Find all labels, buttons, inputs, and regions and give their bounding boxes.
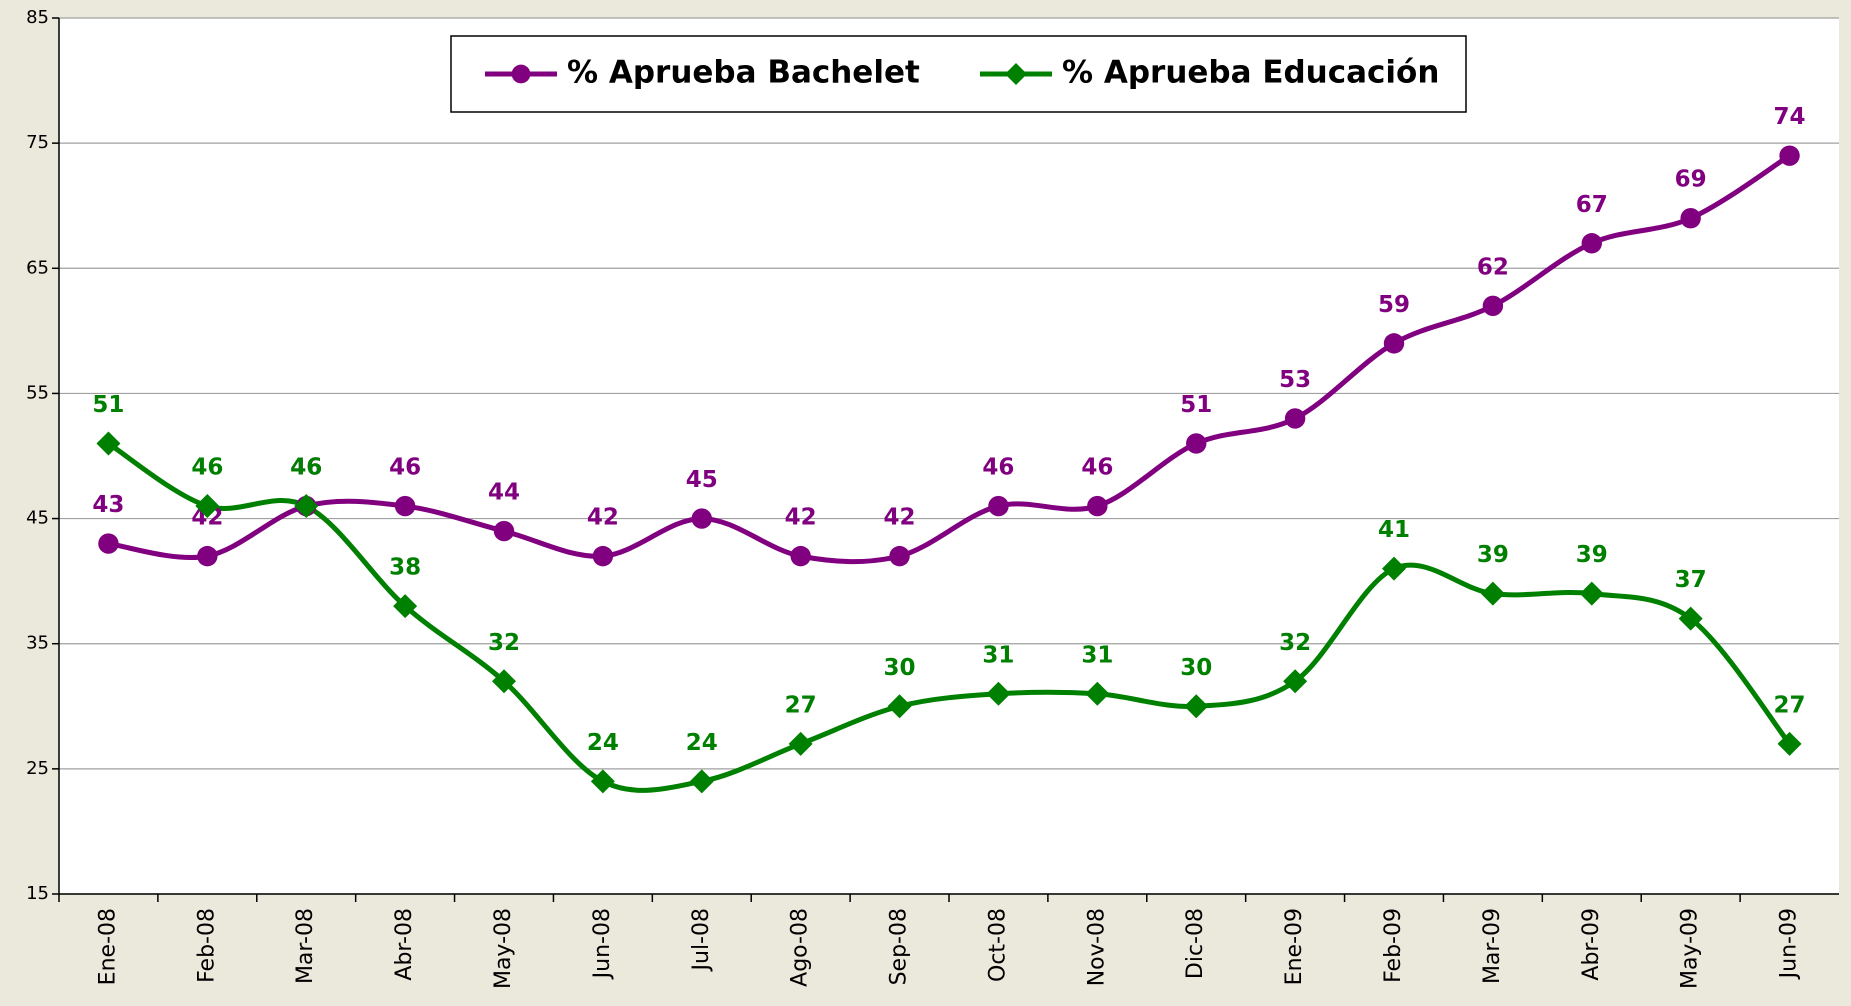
point [790,546,810,566]
data-label: 38 [389,555,421,581]
data-label: 27 [785,692,817,718]
data-label: 43 [92,492,124,518]
y-tick-label: 25 [26,758,49,779]
point [889,546,909,566]
data-label: 46 [290,455,322,481]
data-label: 74 [1774,104,1806,130]
point [98,533,118,553]
x-tick-label: May-08 [491,908,516,989]
point [988,496,1008,516]
x-tick-label: Abr-09 [1579,908,1604,981]
y-tick-label: 45 [26,508,49,529]
x-tick-label: Ene-09 [1282,908,1307,985]
data-label: 46 [982,455,1014,481]
data-label: 44 [488,480,520,506]
x-tick-label: Ago-08 [788,908,813,987]
y-tick-label: 65 [26,257,49,278]
x-tick-label: Feb-08 [194,908,219,983]
data-label: 46 [1081,455,1113,481]
data-label: 24 [587,730,619,756]
x-tick-label: Feb-09 [1381,908,1406,983]
point [593,546,613,566]
x-tick-label: Jun-08 [590,908,615,980]
data-label: 42 [884,505,916,531]
data-label: 46 [191,455,223,481]
data-label: 39 [1576,542,1608,568]
y-tick-label: 55 [26,382,49,403]
x-tick-label: Oct-08 [985,908,1010,982]
point [1680,208,1700,228]
data-label: 51 [92,392,124,418]
data-label: 32 [488,630,520,656]
data-label: 41 [1378,517,1410,543]
data-label: 51 [1180,392,1212,418]
data-label: 37 [1675,567,1707,593]
data-label: 31 [982,642,1014,668]
data-label: 59 [1378,292,1410,318]
x-tick-label: Jul-08 [689,908,714,972]
point [1186,433,1206,453]
chart: 15 25 35 45 55 65 75 85 Ene-08 Feb-08 Mar-08 Abr-08… [0,0,1851,1006]
point [1483,296,1503,316]
data-label: 31 [1081,642,1113,668]
point [692,508,712,528]
data-label: 24 [686,730,718,756]
x-tick-label: Abr-08 [392,908,417,981]
x-tick-label: May-09 [1678,908,1703,989]
data-label: 39 [1477,542,1509,568]
data-label: 42 [587,505,619,531]
legend-label: % Aprueba Bachelet [567,55,920,91]
point [1087,496,1107,516]
point [1384,333,1404,353]
point [1779,145,1799,165]
data-label: 27 [1774,692,1806,718]
marker [512,65,531,84]
point [395,496,415,516]
data-label: 45 [686,467,718,493]
y-tick-label: 75 [26,132,49,153]
x-tick-label: Dic-08 [1183,908,1208,979]
x-tick-label: Ene-08 [95,908,120,985]
y-tick-label: 15 [26,883,49,904]
y-tick-label: 35 [26,633,49,654]
x-tick-label: Mar-08 [293,908,318,984]
point [1582,233,1602,253]
data-label: 30 [1180,655,1212,681]
point [1285,408,1305,428]
data-label: 42 [785,505,817,531]
y-tick-label: 85 [26,7,49,28]
x-tick-label: Nov-08 [1084,908,1109,986]
plot-area [59,18,1839,894]
point [494,521,514,541]
data-label: 30 [884,655,916,681]
point [197,546,217,566]
data-label: 46 [389,455,421,481]
legend-label: % Aprueba Educación [1062,55,1439,91]
data-label: 67 [1576,192,1608,218]
data-label: 69 [1675,167,1707,193]
data-label: 32 [1279,630,1311,656]
data-label: 53 [1279,367,1311,393]
x-tick-label: Mar-09 [1480,908,1505,984]
x-tick-label: Jun-09 [1777,908,1802,980]
data-label: 62 [1477,254,1509,280]
x-tick-label: Sep-08 [887,908,912,985]
